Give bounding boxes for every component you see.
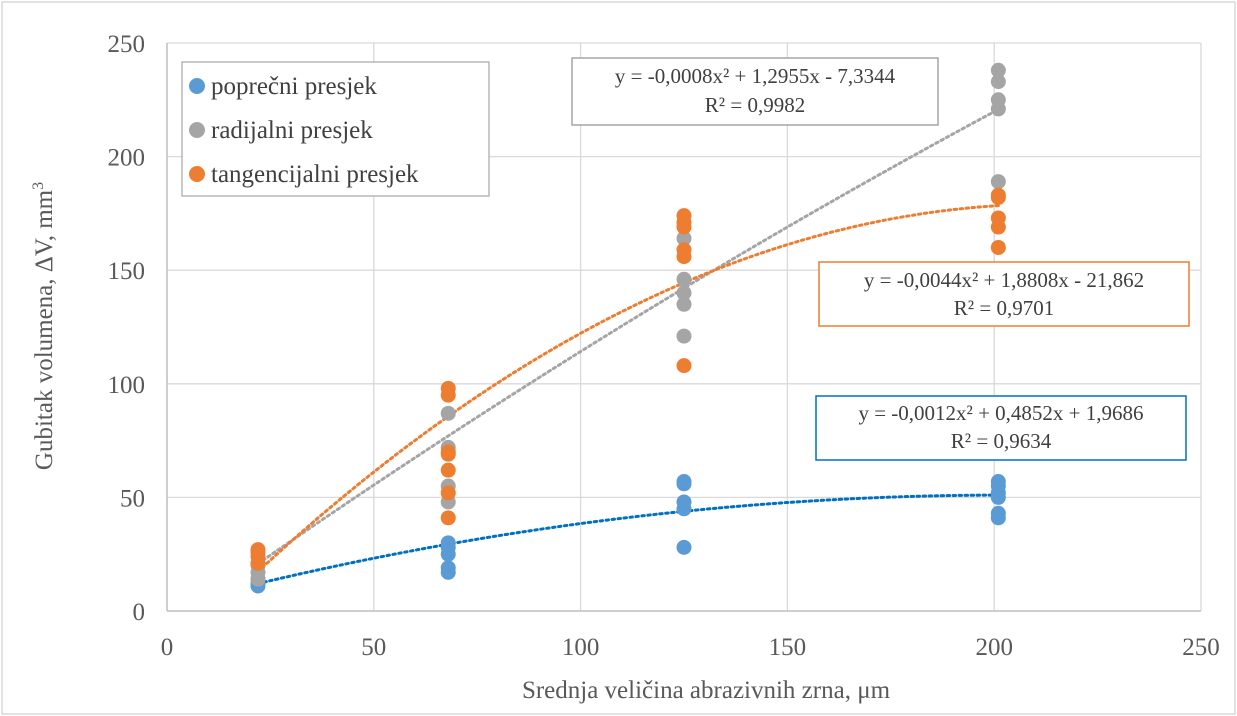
data-point-series-1 (990, 174, 1006, 190)
equation-box-tangencijalni: y = -0,0044x² + 1,8808x - 21,862 R² = 0,… (818, 261, 1190, 327)
r2-poprecni: R² = 0,9634 (951, 429, 1052, 453)
y-tick-label: 250 (108, 31, 146, 58)
grid-lines (167, 42, 1202, 611)
x-tick-label: 50 (361, 634, 386, 661)
equation-box-poprecni-frame (815, 395, 1187, 461)
data-point-series-2 (440, 380, 456, 396)
data-point-series-2 (440, 485, 456, 501)
x-tick-label: 0 (161, 634, 174, 661)
y-axis-title: Gubitak volumena, ΔV, mm3 (30, 182, 58, 470)
equation-tangencijalni: y = -0,0044x² + 1,8808x - 21,862 (864, 268, 1144, 292)
equation-box-poprecni: y = -0,0012x² + 0,4852x + 1,9686 R² = 0,… (815, 395, 1187, 461)
data-point-series-2 (440, 444, 456, 460)
legend-label-poprecni: poprečni presjek (211, 73, 377, 100)
data-point-series-1 (676, 296, 692, 312)
data-points (250, 62, 1006, 594)
legend-marker-tangencijalni (189, 166, 205, 182)
y-tick-label: 150 (108, 258, 146, 285)
trendlines (256, 107, 1000, 586)
trendline-series-0 (256, 493, 1000, 586)
data-point-series-0 (440, 535, 456, 551)
data-point-series-0 (990, 505, 1006, 521)
y-tick-label: 0 (133, 599, 146, 626)
r2-tangencijalni: R² = 0,9701 (954, 296, 1054, 320)
legend-marker-poprecni (189, 78, 205, 94)
data-point-series-2 (676, 358, 692, 374)
data-point-series-1 (990, 92, 1006, 108)
legend-label-radijalni: radijalni presjek (211, 117, 373, 144)
data-point-series-2 (440, 510, 456, 526)
data-point-series-1 (440, 405, 456, 421)
data-point-series-2 (990, 210, 1006, 226)
data-point-series-2 (440, 462, 456, 478)
equation-box-radijalni-frame (571, 57, 939, 126)
data-point-series-2 (676, 208, 692, 224)
x-tick-label: 250 (1182, 634, 1220, 661)
legend-label-tangencijalni: tangencijalni presjek (211, 161, 419, 188)
data-point-series-2 (990, 187, 1006, 203)
equation-radijalni: y = -0,0008x² + 1,2955x - 7,3344 (615, 64, 896, 88)
data-point-series-0 (676, 539, 692, 555)
data-point-series-2 (250, 542, 266, 558)
data-point-series-0 (440, 560, 456, 576)
equation-box-tangencijalni-frame (818, 261, 1190, 327)
legend: poprečni presjek radijalni presjek tange… (181, 61, 490, 197)
data-point-series-1 (990, 74, 1006, 90)
data-point-series-2 (990, 239, 1006, 255)
equation-box-radijalni: y = -0,0008x² + 1,2955x - 7,3344 R² = 0,… (571, 57, 939, 126)
legend-box (181, 61, 490, 197)
axes (166, 43, 1201, 612)
r2-radijalni: R² = 0,9982 (705, 93, 805, 117)
x-tick-label: 100 (562, 634, 600, 661)
x-tick-label: 150 (769, 634, 807, 661)
tick-labels: 0 50 100 150 200 250 0 50 100 150 200 250 (108, 31, 1220, 661)
data-point-series-1 (676, 285, 692, 301)
data-point-series-1 (676, 328, 692, 344)
data-point-series-2 (676, 242, 692, 258)
trendline-series-1 (256, 107, 1000, 566)
legend-marker-radijalni (189, 122, 205, 138)
y-axis-title-main: Gubitak volumena, ΔV, mm (31, 189, 58, 470)
x-tick-label: 200 (975, 634, 1013, 661)
data-point-series-0 (990, 473, 1006, 489)
data-point-series-1 (676, 230, 692, 246)
y-tick-label: 200 (108, 145, 146, 172)
x-axis-title: Srednja veličina abrazivnih zrna, μm (522, 677, 891, 704)
data-point-series-0 (676, 473, 692, 489)
data-point-series-1 (990, 62, 1006, 78)
trendline-series-2 (256, 204, 1000, 573)
data-point-series-1 (676, 271, 692, 287)
y-tick-label: 50 (120, 485, 145, 512)
data-point-series-0 (676, 494, 692, 510)
y-axis-title-superscript: 3 (30, 182, 47, 190)
equation-poprecni: y = -0,0012x² + 0,4852x + 1,9686 (858, 401, 1143, 425)
y-tick-label: 100 (108, 372, 146, 399)
